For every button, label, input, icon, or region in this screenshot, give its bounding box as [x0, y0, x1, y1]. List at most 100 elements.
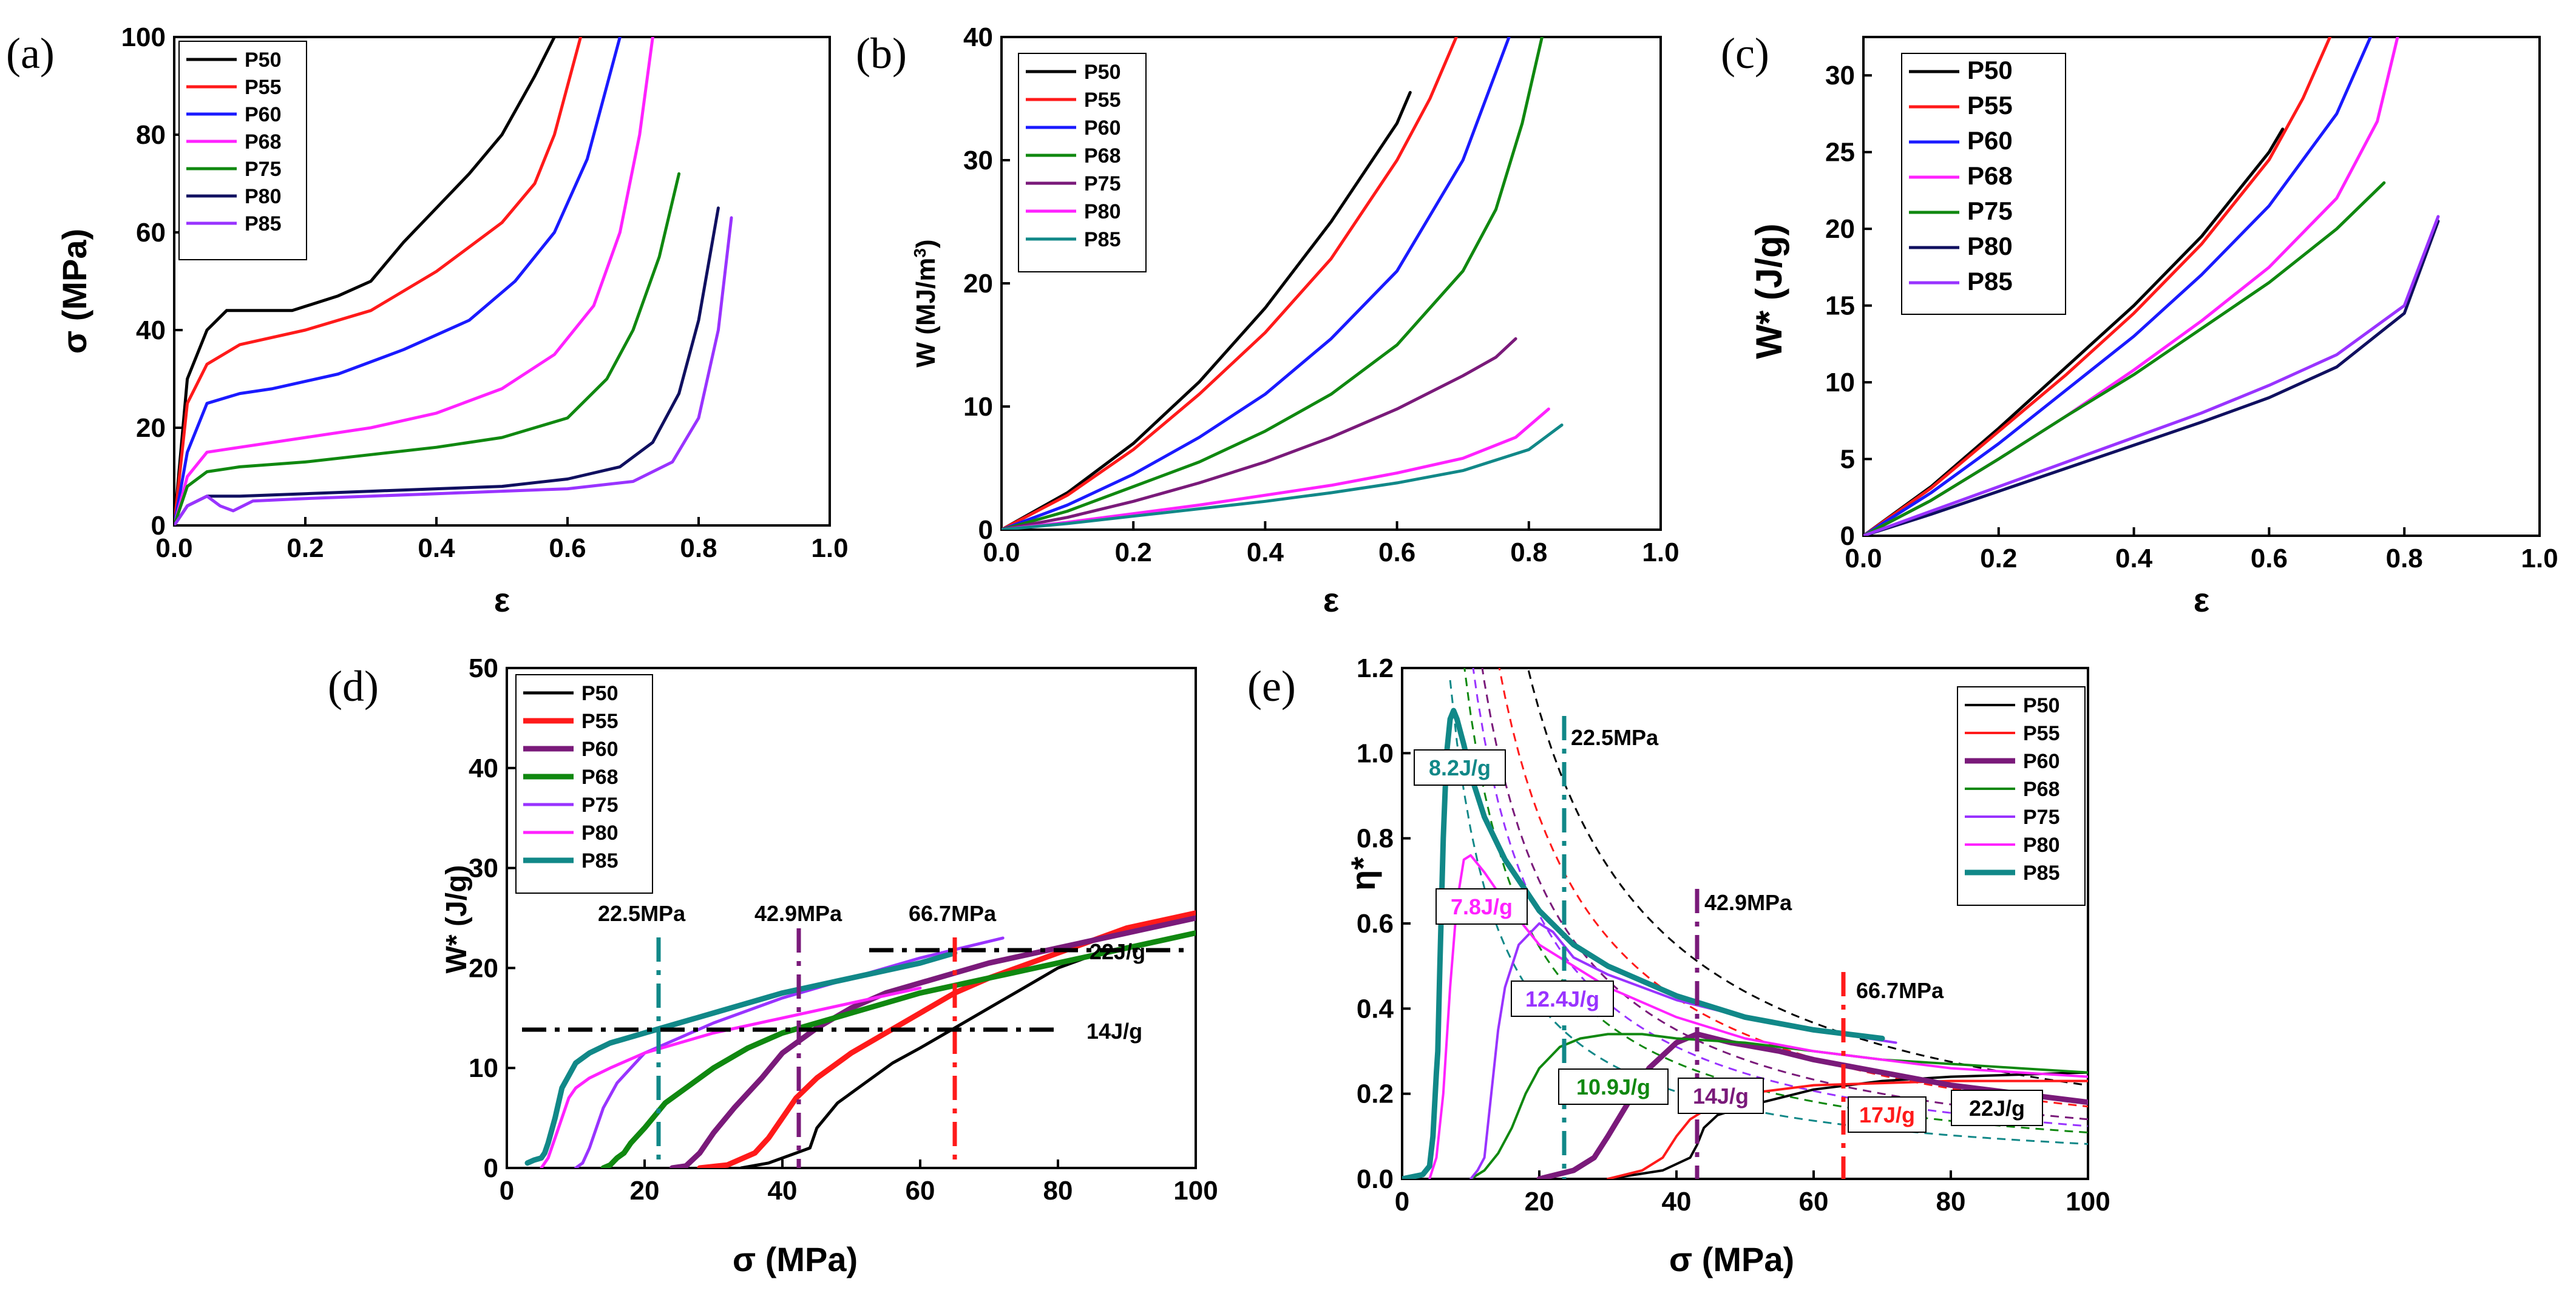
- chart-e-ytick-label: 0.4: [1357, 994, 1394, 1024]
- chart-d-ytick-label: 30: [469, 854, 498, 883]
- chart-e-legend-label-p50: P50: [2023, 694, 2060, 717]
- chart-d-ytick-label: 40: [469, 754, 498, 783]
- chart-c-xtick-label: 0.8: [2386, 544, 2423, 573]
- chart-c-legend-label-p60: P60: [1967, 126, 2013, 155]
- chart-d-xtick-label: 0: [500, 1176, 514, 1206]
- chart-e-legend: [1957, 686, 2086, 906]
- chart-e-label-22-5: 22.5MPa: [1571, 725, 1659, 750]
- chart-d-series-p80: [540, 986, 922, 1168]
- chart-d-annotations: 22.5MPa 42.9MPa 66.7MPa 22J/g 14J/g: [522, 901, 1190, 1168]
- chart-e-box-10-9: [1558, 1068, 1669, 1105]
- chart-e-xtick-label: 20: [1525, 1187, 1554, 1217]
- chart-c-legend-label-p55: P55: [1967, 91, 2013, 120]
- chart-b-legend-label-p50: P50: [1084, 61, 1121, 84]
- chart-c-series-p85: [1863, 215, 2440, 536]
- chart-b-xtick-label: 1.0: [1642, 538, 1679, 567]
- chart-c-xtick-label: 1.0: [2521, 544, 2558, 573]
- chart-d-ylabel: W* (J/g): [441, 865, 473, 974]
- chart-b-legend-label-p80: P80: [1084, 200, 1121, 223]
- chart-c-ytick-label: 15: [1825, 291, 1855, 321]
- chart-a-legend-label-p50: P50: [245, 49, 282, 72]
- chart-c-legend: [1901, 53, 2066, 315]
- chart-e-ytick-label: 0.0: [1357, 1164, 1394, 1194]
- chart-a-ytick-label: 60: [136, 218, 166, 248]
- chart-b-series-p55: [1002, 37, 1458, 530]
- panel-label-d: (d): [328, 662, 379, 710]
- chart-c-ytick-label: 25: [1825, 138, 1855, 167]
- chart-d-legend-label-p80: P80: [581, 822, 619, 845]
- chart-b-ytick-label: 20: [963, 269, 993, 299]
- chart-e-box-22: [1951, 1090, 2043, 1126]
- chart-b-ytick-label: 0: [978, 515, 993, 545]
- chart-b-ytick-label: 30: [963, 146, 993, 175]
- chart-a-ytick-label: 20: [136, 413, 166, 443]
- chart-e-xtick-label: 40: [1662, 1187, 1692, 1217]
- chart-c-legend-label-p50: P50: [1967, 56, 2013, 84]
- chart-a-ytick-label: 80: [136, 120, 166, 150]
- chart-c-series-p55: [1863, 37, 2332, 536]
- chart-e: 0 20 40 60 80 100 0.0 0.2 0.4 0.6 0.8 1.0 1.2 P50 P55 P…: [1357, 653, 2110, 1217]
- chart-a-legend-label-p85: P85: [245, 212, 282, 235]
- chart-a-series-p50: [174, 37, 556, 525]
- chart-a-ytick-label: 40: [136, 316, 166, 345]
- chart-a-series-p60: [174, 37, 622, 525]
- chart-e-series-p75: [1469, 922, 1897, 1179]
- chart-e-ytick-label: 0.8: [1357, 824, 1394, 854]
- chart-d-legend-label-p55: P55: [581, 710, 619, 733]
- chart-e-xlabel: σ (MPa): [1669, 1240, 1794, 1278]
- chart-a-xtick-label: 0.0: [155, 533, 192, 563]
- chart-b-legend-label-p60: P60: [1084, 116, 1121, 140]
- chart-e-legend-label-p75: P75: [2023, 806, 2060, 829]
- chart-b-ytick-label: 10: [963, 392, 993, 422]
- chart-e-box-17: [1848, 1096, 1927, 1133]
- chart-b-series-p60: [1002, 37, 1511, 530]
- chart-e-series-p68: [1469, 1033, 2088, 1179]
- chart-a-legend-label-p55: P55: [245, 76, 282, 99]
- chart-c-series-p75: [1863, 181, 2386, 536]
- panel-label-a: (a): [6, 29, 55, 78]
- chart-e-box-14: [1678, 1078, 1764, 1114]
- chart-d-xtick-label: 60: [906, 1176, 935, 1206]
- chart-e-box-8-2-text: 8.2J/g: [1429, 755, 1491, 780]
- chart-c-legend-label-p80: P80: [1967, 232, 2013, 260]
- chart-c-ytick-label: 5: [1840, 445, 1855, 474]
- chart-a-xlabel: ε: [494, 581, 510, 619]
- chart-d-legend-label-p68: P68: [581, 766, 619, 789]
- chart-e-annotations: 22.5MPa 42.9MPa 66.7MPa 8.2J/g 7.8J/g 12…: [1414, 716, 2043, 1179]
- chart-b-xtick-label: 0.6: [1378, 538, 1415, 567]
- chart-d-xtick-label: 40: [768, 1176, 798, 1206]
- chart-e-dashed-curve: [1449, 680, 2088, 1145]
- chart-b-legend: [1018, 53, 1147, 272]
- chart-d-series-p50: [739, 956, 1087, 1168]
- chart-b-legend-label-p68: P68: [1084, 144, 1121, 167]
- chart-b-legend-label-p85: P85: [1084, 228, 1121, 251]
- chart-b-xtick-label: 0.0: [983, 538, 1020, 567]
- chart-d-label-14jg: 14J/g: [1086, 1019, 1142, 1044]
- chart-e-series-p85: [1402, 707, 1885, 1179]
- chart-a-xtick-label: 1.0: [811, 533, 848, 563]
- chart-d-legend: [515, 674, 653, 894]
- panel-label-b: (b): [856, 29, 907, 78]
- chart-e-legend-label-p68: P68: [2023, 778, 2060, 801]
- chart-a-xtick-label: 0.2: [286, 533, 324, 563]
- chart-e-legend-label-p60: P60: [2023, 750, 2060, 773]
- chart-c-xtick-label: 0.6: [2251, 544, 2288, 573]
- chart-a-legend-label-p75: P75: [245, 158, 282, 181]
- chart-a: 0.0 0.2 0.4 0.6 0.8 1.0 0 20 40 60 80 100 P50 P55 P60 P…: [121, 22, 849, 563]
- chart-c-frame: [1862, 36, 2541, 537]
- chart-d-legend-label-p85: P85: [581, 849, 619, 872]
- chart-b-xlabel: ε: [1323, 581, 1340, 619]
- chart-d-ytick-label: 0: [484, 1153, 498, 1183]
- chart-d-label-42-9: 42.9MPa: [754, 901, 842, 926]
- chart-e-ylabel: η*: [1344, 857, 1382, 891]
- chart-e-legend-label-p80: P80: [2023, 834, 2060, 857]
- chart-c-xtick-label: 0.2: [1980, 544, 2017, 573]
- chart-c-xtick-label: 0.4: [2115, 544, 2153, 573]
- chart-b-series-p85: [1002, 424, 1564, 530]
- chart-a-legend-label-p80: P80: [245, 185, 282, 208]
- chart-a-ytick-label: 100: [121, 22, 166, 52]
- chart-e-ytick-label: 1.0: [1357, 738, 1394, 768]
- chart-a-legend-label-p60: P60: [245, 103, 282, 126]
- chart-b-series-p80: [1002, 407, 1550, 530]
- chart-e-legend-label-p85: P85: [2023, 862, 2060, 885]
